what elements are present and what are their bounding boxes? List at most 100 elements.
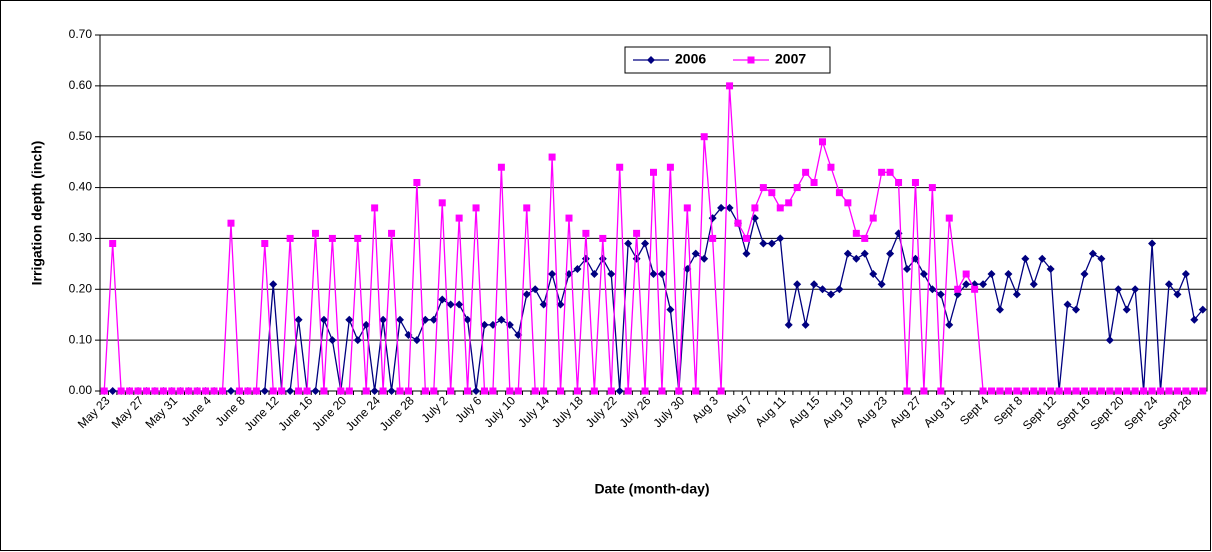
data-point — [1181, 270, 1190, 279]
data-point — [826, 290, 835, 299]
data-point — [751, 204, 759, 212]
legend-marker — [747, 56, 755, 64]
data-point — [598, 254, 607, 263]
data-point — [759, 184, 767, 192]
data-point — [869, 270, 878, 279]
data-point — [954, 285, 962, 293]
data-point — [599, 234, 607, 242]
data-point — [227, 219, 235, 227]
data-point — [988, 387, 996, 395]
legend-label: 2007 — [775, 51, 806, 67]
data-point — [657, 270, 666, 279]
data-point — [278, 387, 286, 395]
data-point — [1190, 315, 1199, 324]
data-point — [1004, 387, 1012, 395]
data-point — [202, 387, 210, 395]
data-point — [1123, 387, 1131, 395]
data-point — [843, 249, 852, 258]
data-point — [1072, 387, 1080, 395]
data-point — [962, 270, 970, 278]
data-point — [1131, 285, 1140, 294]
data-point — [1097, 387, 1105, 395]
data-point — [244, 387, 252, 395]
data-point — [1004, 270, 1013, 279]
data-point — [725, 203, 734, 212]
data-point — [430, 387, 438, 395]
data-point — [911, 178, 919, 186]
data-point — [260, 387, 269, 395]
data-point — [996, 387, 1004, 395]
data-point — [345, 387, 353, 395]
data-point — [337, 387, 345, 395]
data-point — [421, 315, 430, 324]
data-point — [1173, 290, 1182, 299]
data-point — [1164, 280, 1173, 289]
y-tick-label: 0.00 — [69, 383, 93, 397]
data-point — [818, 285, 827, 294]
data-point — [607, 387, 615, 395]
data-point — [311, 229, 319, 237]
data-point — [269, 280, 278, 289]
data-point — [235, 387, 243, 395]
data-point — [557, 387, 565, 395]
data-point — [438, 295, 447, 304]
data-point — [1047, 387, 1055, 395]
data-point — [1046, 264, 1055, 273]
data-point — [641, 387, 649, 395]
data-point — [759, 239, 768, 248]
data-point — [742, 234, 750, 242]
data-point — [920, 387, 928, 395]
data-point — [785, 199, 793, 207]
data-point — [1165, 387, 1173, 395]
data-point — [810, 280, 819, 289]
data-point — [261, 240, 269, 248]
data-point — [936, 290, 945, 299]
data-point — [903, 387, 911, 395]
data-point — [835, 285, 844, 294]
data-point — [928, 285, 937, 294]
data-point — [455, 300, 464, 309]
y-tick-label: 0.40 — [69, 180, 93, 194]
data-point — [802, 168, 810, 176]
data-point — [860, 249, 869, 258]
data-point — [151, 387, 159, 395]
data-point — [573, 264, 582, 273]
data-point — [455, 214, 463, 222]
data-point — [1072, 305, 1081, 314]
y-axis-title: Irrigation depth (inch) — [29, 141, 45, 286]
data-point — [650, 168, 657, 176]
data-point — [506, 387, 514, 395]
data-point — [709, 234, 717, 242]
data-point — [1140, 387, 1148, 395]
data-point — [303, 387, 311, 395]
data-point — [185, 387, 193, 395]
data-point — [472, 204, 480, 212]
y-tick-label: 0.10 — [69, 332, 93, 346]
data-point — [294, 315, 303, 324]
data-point — [1106, 387, 1114, 395]
data-point — [523, 204, 531, 212]
data-point — [117, 387, 125, 395]
data-point — [108, 387, 117, 395]
data-point — [590, 270, 599, 279]
data-point — [1148, 239, 1157, 248]
data-point — [387, 387, 396, 395]
data-point — [1088, 249, 1097, 258]
data-point — [464, 387, 472, 395]
data-point — [919, 270, 928, 279]
data-point — [109, 240, 117, 248]
legend-label: 2006 — [675, 51, 706, 67]
data-point — [472, 387, 481, 395]
data-point — [649, 270, 658, 279]
data-point — [226, 387, 235, 395]
data-point — [438, 199, 446, 207]
data-point — [658, 387, 666, 395]
data-point — [497, 315, 506, 324]
data-point — [1182, 387, 1190, 395]
data-point — [328, 234, 336, 242]
y-tick-label: 0.30 — [69, 231, 93, 245]
data-point — [531, 285, 540, 294]
data-point — [801, 320, 810, 329]
data-point — [861, 234, 869, 242]
